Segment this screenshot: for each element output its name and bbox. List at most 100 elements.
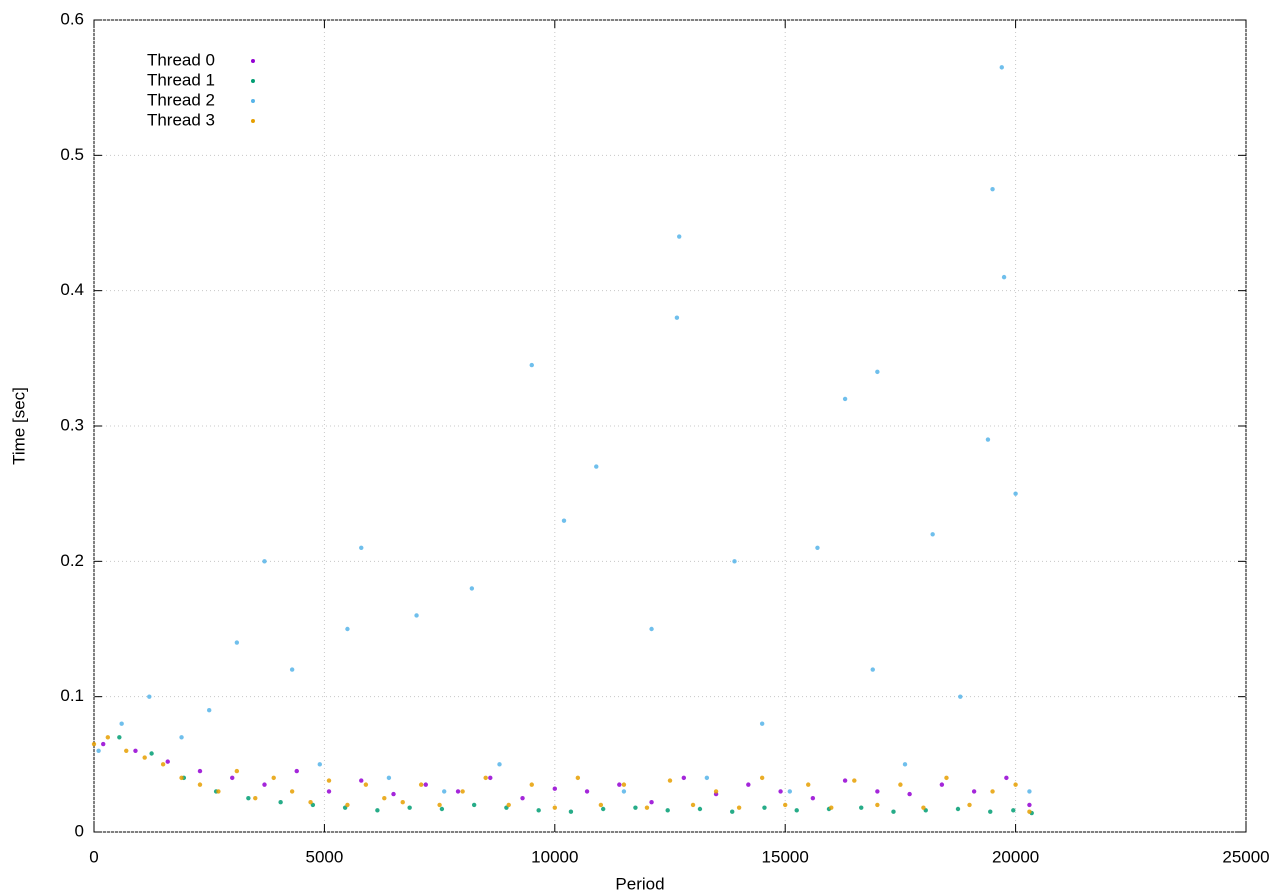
point [990,789,995,794]
point [902,762,908,767]
point [197,782,203,787]
point [124,748,129,753]
point [179,775,184,781]
point [216,789,221,794]
point [759,775,765,781]
point [165,759,170,764]
point [697,806,703,812]
point [681,775,687,781]
point [988,809,993,814]
point [621,782,627,787]
point [439,806,445,812]
y-tick-label: 0.2 [60,551,84,570]
legend-marker [251,119,255,123]
point [375,808,380,813]
point [119,721,124,726]
point [105,735,111,740]
point [649,800,654,805]
point [230,775,235,781]
point [529,782,534,787]
point [386,775,392,781]
point [308,800,313,805]
point [665,808,670,813]
point [875,802,880,808]
point [326,789,332,794]
point [736,805,742,810]
point [488,775,493,781]
point [644,805,650,810]
point [759,721,765,726]
point [633,805,638,810]
point [955,806,961,812]
point [345,626,350,632]
point [561,518,567,523]
point [552,805,557,810]
point [713,789,719,794]
point [621,789,627,794]
x-axis-label: Period [615,874,664,893]
point [142,755,147,760]
point [359,778,364,783]
point [317,762,322,767]
point [667,778,673,783]
point [117,735,122,740]
point [690,802,696,808]
y-tick-label: 0 [75,821,84,840]
point [1027,809,1032,814]
point [437,802,442,808]
point [778,789,783,794]
point [278,800,283,805]
point [891,809,896,814]
point [674,315,680,320]
point [600,806,606,812]
legend-marker [251,99,255,103]
legend-marker [251,79,255,83]
point [898,782,903,787]
point [400,800,405,805]
point [246,795,251,801]
point [939,782,945,787]
point [870,667,875,672]
point [289,667,295,672]
point [1013,782,1018,787]
x-tick-label: 5000 [305,847,343,866]
point [794,808,799,813]
point [253,795,258,801]
point [552,786,557,791]
point [1027,802,1032,808]
point [382,795,387,801]
point [1004,775,1009,781]
point [520,795,525,801]
point [133,748,138,753]
point [407,805,412,810]
point [363,782,369,787]
point [617,782,622,787]
point [442,789,447,794]
y-tick-label: 0.6 [60,9,84,28]
point [345,802,350,808]
point [598,802,604,808]
legend-label: Thread 1 [147,70,215,89]
legend-label: Thread 0 [147,50,215,69]
point [787,789,793,794]
point [497,762,502,767]
point [875,789,880,794]
y-tick-label: 0.3 [60,415,84,434]
point [179,735,184,740]
point [423,782,428,787]
point [594,464,599,469]
point [418,782,424,787]
point [483,775,488,781]
point [815,545,820,550]
point [471,802,477,808]
point [289,789,295,794]
point [806,782,811,787]
legend-label: Thread 3 [147,110,215,129]
point [859,805,864,810]
point [469,586,475,591]
y-axis-label: Time [sec] [9,387,28,465]
point [730,809,735,814]
point [568,809,574,814]
point [1001,274,1007,280]
